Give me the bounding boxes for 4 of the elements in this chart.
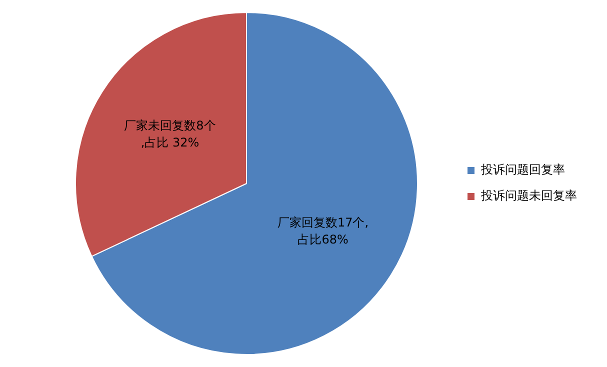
legend-label: 投诉问题未回复率 [480,188,577,203]
data-label: 厂家未回复数8个 ,占比 32% [124,118,216,150]
legend-label: 投诉问题回复率 [480,162,565,177]
data-label: 厂家回复数17个, 占比68% [277,216,369,247]
